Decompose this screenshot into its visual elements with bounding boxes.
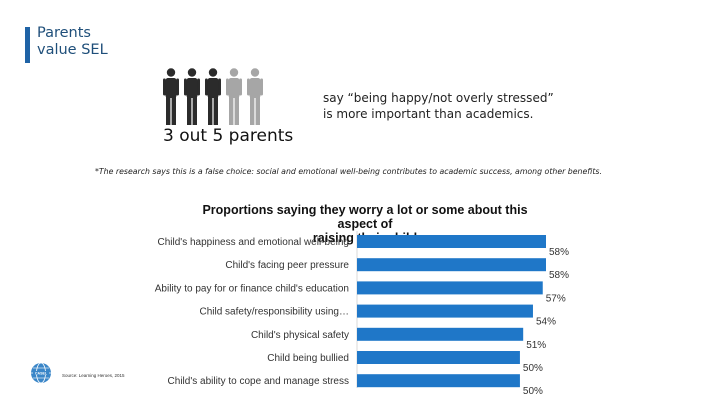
stat-caption: 3 out 5 parents [163,126,294,146]
title-accent-bar [25,27,30,63]
bar [357,304,533,318]
bar [357,235,546,248]
person-figure-icon [184,68,200,125]
slide-title-line-2: value SEL [37,42,108,58]
person-figure-icon [163,68,179,125]
bar [357,351,520,364]
value-label: 50% [523,363,543,374]
value-label: 58% [549,247,569,258]
value-label: 57% [546,293,566,304]
category-label: Ability to pay for or finance child's ed… [155,283,349,294]
bar [357,281,543,295]
bar [357,327,524,341]
casel-globe-icon: CASEL [31,362,51,384]
person-figure-icon [247,68,263,125]
stat-text: say “being happy/not overly stressed” is… [323,90,583,122]
svg-text:CASEL: CASEL [35,371,48,375]
category-label: Child's ability to cope and manage stres… [168,376,349,387]
parents-figures-icon [163,68,263,125]
person-figure-icon [226,68,242,125]
category-label: Child's happiness and emotional well-bei… [158,237,349,248]
bar [357,258,546,272]
value-label: 51% [526,340,546,351]
bar [357,374,520,388]
category-label: Child being bullied [267,353,349,364]
stat-text-line-2: is more important than academics. [323,107,534,121]
category-label: Child's facing peer pressure [225,260,349,271]
slide-title-line-1: Parents [37,25,91,41]
person-figure-icon [205,68,221,125]
category-label: Child safety/responsibility using… [199,307,349,318]
slide-title: Parents value SEL [37,25,108,59]
chart-title-line-1: Proportions saying they worry a lot or s… [202,203,528,231]
value-label: 54% [536,317,556,328]
category-label: Child's physical safety [251,330,349,341]
footnote: *The research says this is a false choic… [95,167,602,176]
value-label: 50% [523,386,543,397]
stat-text-line-1: say “being happy/not overly stressed” [323,91,554,105]
value-label: 58% [549,270,569,281]
source-text: Source: Learning Heroes, 2015 [62,373,125,378]
